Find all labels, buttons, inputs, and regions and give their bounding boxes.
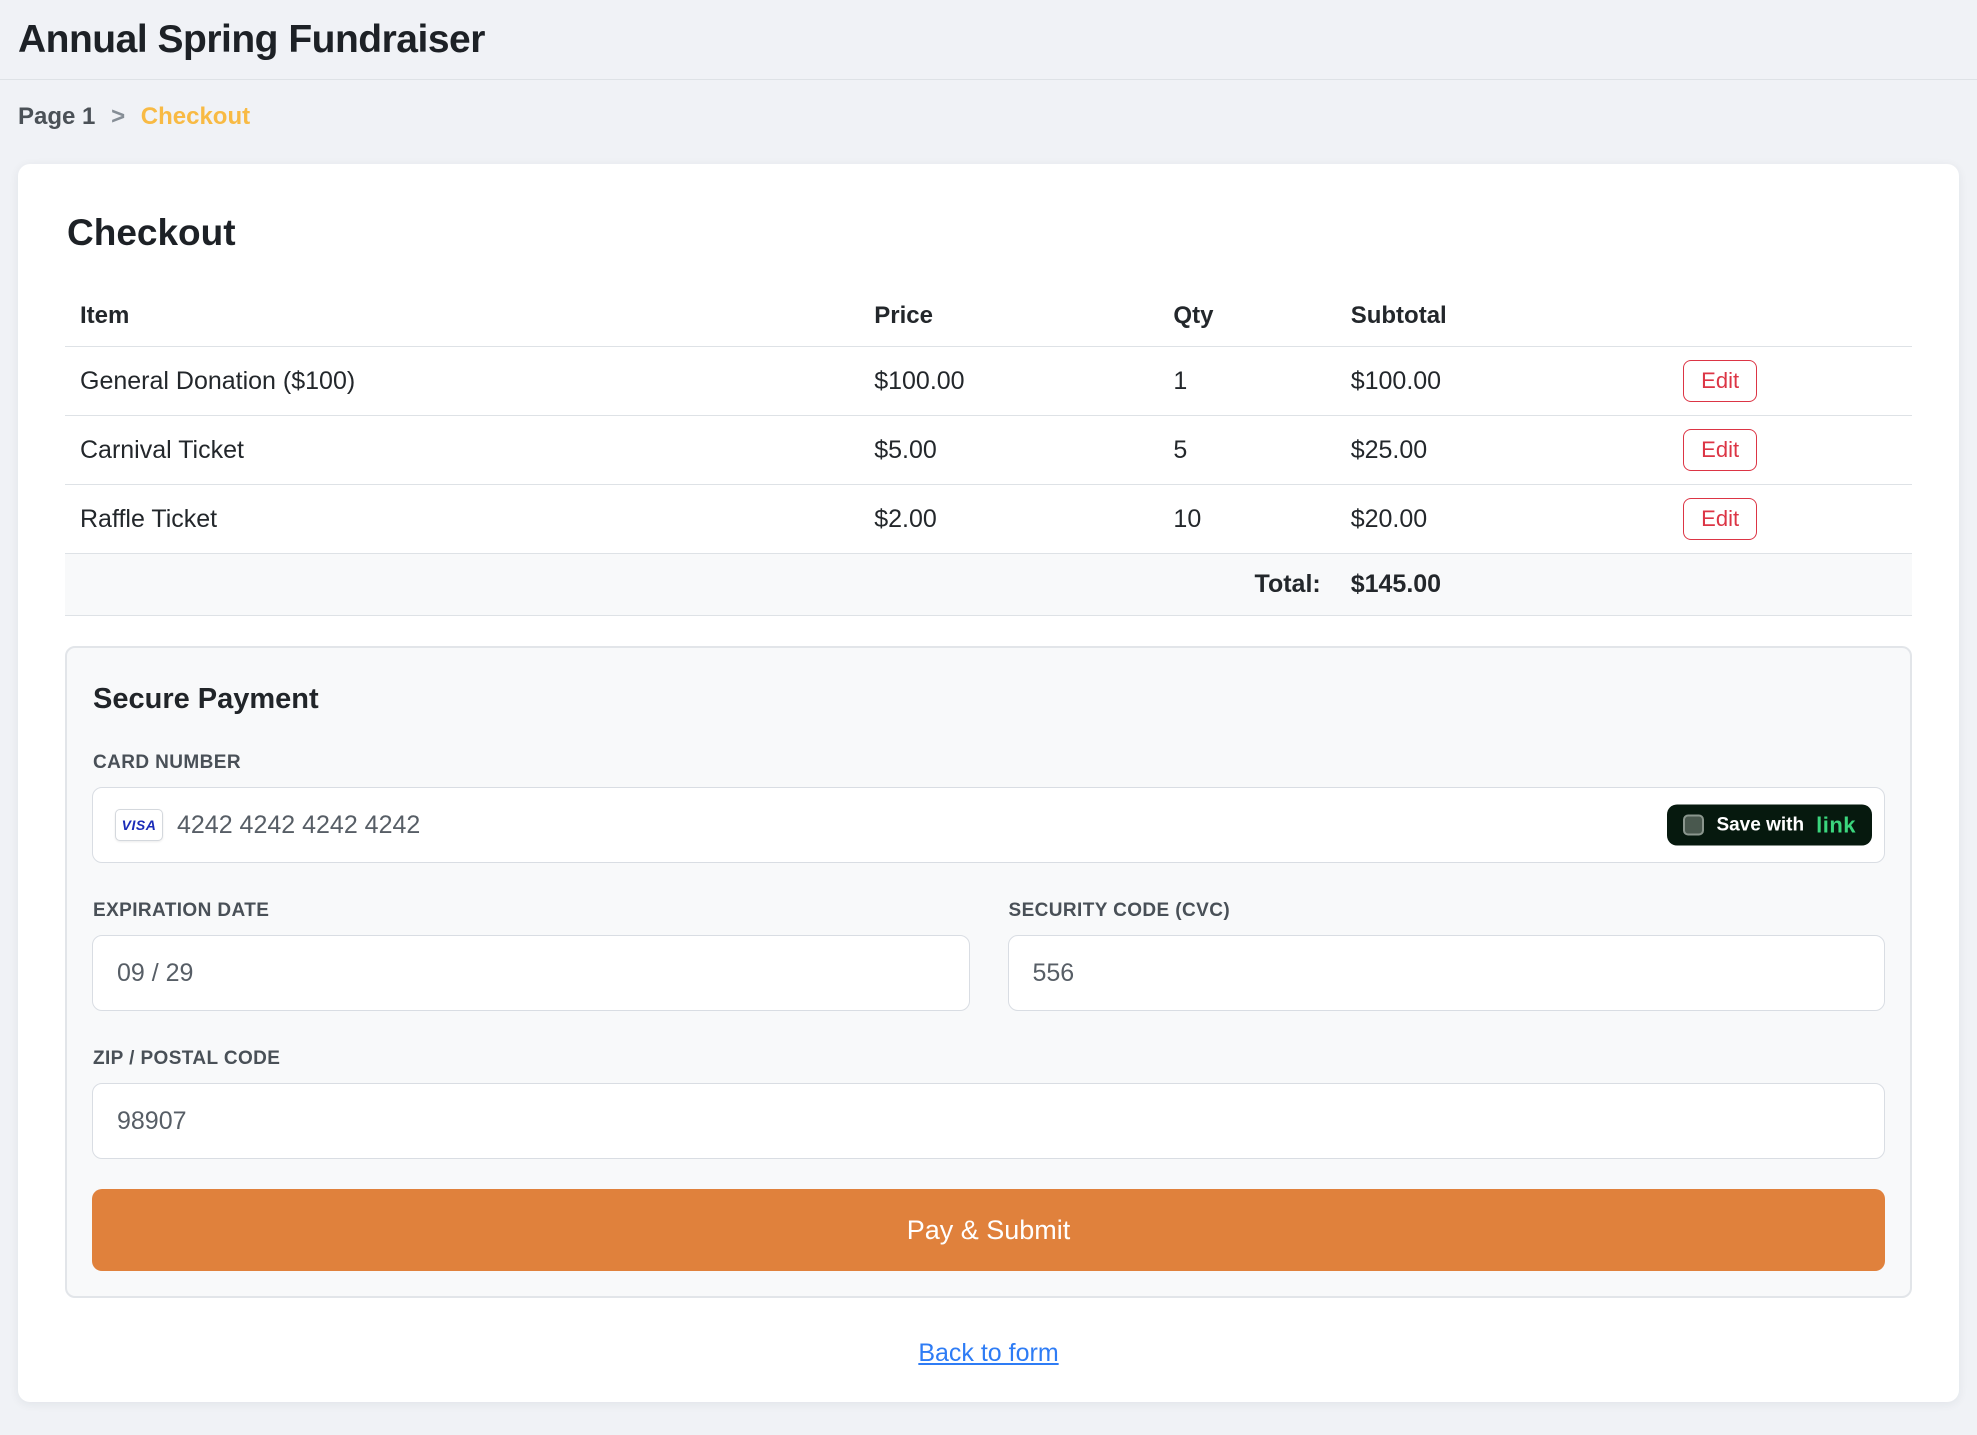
item-name: General Donation ($100)	[65, 346, 860, 416]
item-subtotal: $100.00	[1335, 346, 1669, 416]
card-number-field[interactable]: VISA Save with link	[92, 787, 1885, 863]
secure-payment-panel: Secure Payment CARD NUMBER VISA Save wit…	[65, 646, 1912, 1298]
secure-payment-heading: Secure Payment	[93, 683, 319, 715]
save-with-link-checkbox[interactable]	[1683, 814, 1705, 836]
item-name: Raffle Ticket	[65, 484, 860, 554]
cvc-label: SECURITY CODE (CVC)	[1008, 900, 1231, 921]
cvc-group: SECURITY CODE (CVC)	[1007, 900, 1885, 1011]
back-to-form-link[interactable]: Back to form	[918, 1339, 1059, 1367]
cvc-field[interactable]	[1007, 935, 1885, 1011]
table-row: Carnival Ticket $5.00 5 $25.00 Edit	[65, 415, 1912, 485]
page-title: Annual Spring Fundraiser	[18, 18, 485, 61]
zip-input[interactable]	[93, 1084, 1884, 1158]
item-price: $5.00	[859, 415, 1159, 485]
checkout-card: Checkout Item Price Qty Subtotal General…	[18, 164, 1959, 1402]
edit-button[interactable]: Edit	[1683, 498, 1758, 540]
header-divider	[0, 79, 1977, 80]
expiration-group: EXPIRATION DATE	[92, 900, 970, 1011]
breadcrumb-checkout: Checkout	[140, 103, 251, 130]
cvc-input[interactable]	[1008, 936, 1884, 1010]
zip-label: ZIP / POSTAL CODE	[93, 1048, 281, 1069]
breadcrumb-separator: >	[111, 103, 126, 130]
back-link-row: Back to form	[65, 1339, 1912, 1368]
item-qty: 5	[1158, 415, 1336, 485]
column-header-action	[1668, 288, 1912, 347]
column-header-qty: Qty	[1158, 288, 1336, 347]
item-subtotal: $20.00	[1335, 484, 1669, 554]
zip-field[interactable]	[92, 1083, 1885, 1159]
total-row: Total: $145.00	[65, 553, 1912, 616]
total-value: $145.00	[1335, 553, 1669, 616]
pay-submit-button[interactable]: Pay & Submit	[92, 1189, 1885, 1271]
zip-group: ZIP / POSTAL CODE	[92, 1048, 1885, 1159]
total-label: Total:	[65, 553, 1336, 616]
item-qty: 1	[1158, 346, 1336, 416]
link-logo: link	[1816, 812, 1856, 837]
expiration-field[interactable]	[92, 935, 970, 1011]
item-qty: 10	[1158, 484, 1336, 554]
table-row: Raffle Ticket $2.00 10 $20.00 Edit	[65, 484, 1912, 554]
edit-button[interactable]: Edit	[1683, 429, 1758, 471]
card-number-label: CARD NUMBER	[93, 752, 241, 773]
order-summary-table: Item Price Qty Subtotal General Donation…	[65, 288, 1912, 616]
visa-icon: VISA	[115, 809, 163, 841]
breadcrumb: Page 1 > Checkout	[18, 103, 1960, 131]
breadcrumb-page1[interactable]: Page 1	[18, 103, 96, 130]
column-header-item: Item	[65, 288, 860, 347]
column-header-price: Price	[859, 288, 1159, 347]
item-price: $100.00	[859, 346, 1159, 416]
page-header: Annual Spring Fundraiser Page 1 > Checko…	[0, 14, 1977, 131]
card-number-input[interactable]	[163, 788, 1884, 862]
save-with-link-badge[interactable]: Save with link	[1667, 804, 1872, 846]
item-name: Carnival Ticket	[65, 415, 860, 485]
table-row: General Donation ($100) $100.00 1 $100.0…	[65, 346, 1912, 416]
column-header-subtotal: Subtotal	[1335, 288, 1669, 347]
expiration-input[interactable]	[93, 936, 969, 1010]
checkout-heading: Checkout	[67, 212, 236, 253]
expiration-label: EXPIRATION DATE	[93, 900, 270, 921]
item-subtotal: $25.00	[1335, 415, 1669, 485]
item-price: $2.00	[859, 484, 1159, 554]
edit-button[interactable]: Edit	[1683, 360, 1758, 402]
table-header-row: Item Price Qty Subtotal	[65, 288, 1912, 347]
save-with-link-label: Save with	[1716, 814, 1805, 835]
